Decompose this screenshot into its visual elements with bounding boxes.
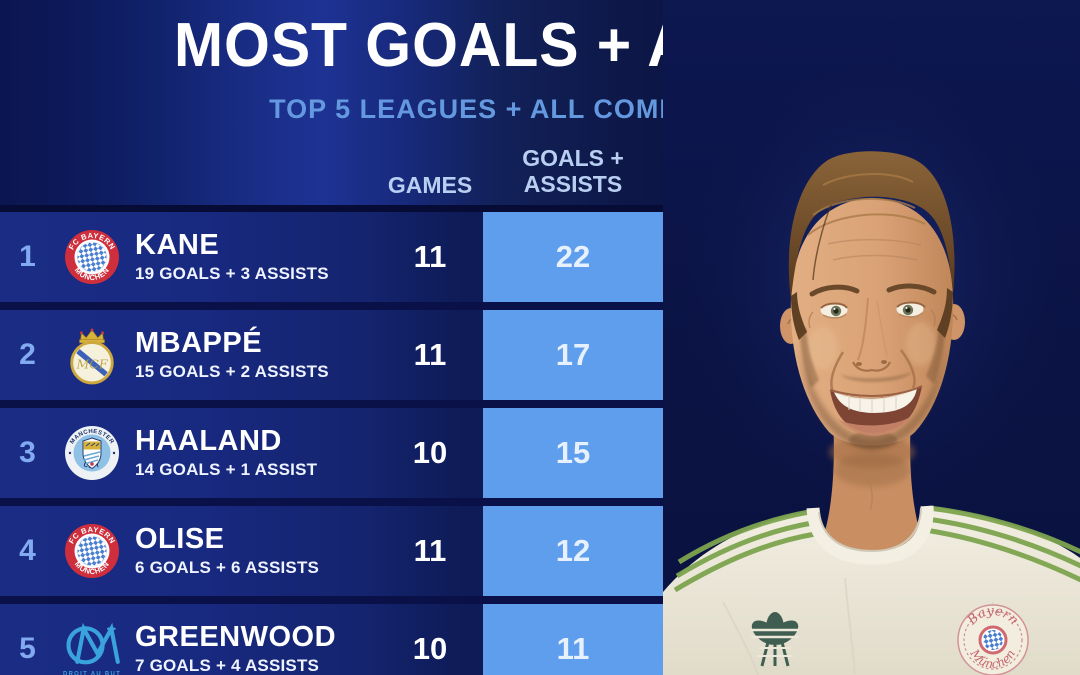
- collar: [806, 505, 934, 565]
- bayern-jersey-crest-icon: Bayern München: [957, 604, 1029, 675]
- player-detail: 7 GOALS + 4 ASSISTS: [135, 656, 320, 675]
- manchester-city-crest-icon: [55, 425, 129, 481]
- leaderboard-table: 1 KANE 19 GOALS + 3 ASSISTS 11 22 2 MBAP…: [0, 205, 663, 675]
- table-top-divider: [0, 205, 663, 212]
- rank-label: 5: [19, 632, 36, 665]
- bayern-munich-crest-icon: [55, 229, 129, 285]
- player-name: KANE: [135, 229, 220, 261]
- goals-assists-value: 12: [483, 506, 663, 596]
- table-row: 1 KANE 19 GOALS + 3 ASSISTS 11 22: [0, 212, 663, 302]
- player-info: MBAPPÉ 15 GOALS + 2 ASSISTS: [129, 328, 377, 382]
- player-detail: 14 GOALS + 1 ASSIST: [135, 460, 318, 479]
- jersey: Bayern München: [663, 505, 1080, 675]
- table-row: 4 OLISE 6 GOALS + 6 ASSISTS 11 12: [0, 506, 663, 596]
- player-name: OLISE: [135, 523, 225, 555]
- real-madrid-crest-icon: [55, 325, 129, 385]
- player-photo: Bayern München: [663, 0, 1080, 675]
- player-name: HAALAND: [135, 425, 282, 457]
- column-header-games: GAMES: [387, 172, 473, 198]
- player-info: HAALAND 14 GOALS + 1 ASSIST: [129, 426, 377, 480]
- marseille-crest-icon: [55, 618, 129, 675]
- adidas-trefoil-icon: [751, 612, 799, 667]
- bayern-munich-crest-icon: [55, 523, 129, 579]
- player-info: OLISE 6 GOALS + 6 ASSISTS: [129, 524, 377, 578]
- player-photo-illustration: Bayern München: [663, 65, 1080, 675]
- rank-label: 4: [19, 534, 36, 567]
- games-value: 11: [413, 239, 447, 274]
- player-name: GREENWOOD: [135, 621, 337, 653]
- table-row: 2 MBAPPÉ 15 GOALS + 2 ASSISTS 11 17: [0, 310, 663, 400]
- table-row: 3 HAALAND 14 GOALS + 1 ASSIST 10 15: [0, 408, 663, 498]
- player-detail: 15 GOALS + 2 ASSISTS: [135, 362, 329, 381]
- table-row: 5 GREENWOOD 7 GOALS + 4 ASSISTS 10 11: [0, 604, 663, 675]
- goals-assists-value: 22: [483, 212, 663, 302]
- games-value: 11: [413, 533, 447, 568]
- rank-label: 3: [19, 436, 36, 469]
- rank-label: 2: [19, 338, 36, 371]
- face: [780, 151, 965, 450]
- goals-assists-value: 17: [483, 310, 663, 400]
- games-value: 10: [412, 435, 448, 470]
- player-info: KANE 19 GOALS + 3 ASSISTS: [129, 230, 377, 284]
- player-info: GREENWOOD 7 GOALS + 4 ASSISTS: [129, 622, 377, 675]
- goals-assists-value: 11: [483, 604, 663, 675]
- adidas-stripes-icon: [673, 505, 1080, 593]
- rank-label: 1: [19, 240, 36, 273]
- player-detail: 6 GOALS + 6 ASSISTS: [135, 558, 320, 577]
- games-value: 11: [413, 337, 447, 372]
- player-name: MBAPPÉ: [135, 327, 263, 359]
- games-value: 10: [412, 631, 448, 666]
- column-header-goals-assists-line2: ASSISTS: [523, 171, 623, 197]
- player-detail: 19 GOALS + 3 ASSISTS: [135, 264, 329, 283]
- column-header-goals-assists-line1: GOALS +: [522, 145, 624, 171]
- goals-assists-value: 15: [483, 408, 663, 498]
- column-header-goals-assists: GOALS + ASSISTS: [483, 145, 663, 197]
